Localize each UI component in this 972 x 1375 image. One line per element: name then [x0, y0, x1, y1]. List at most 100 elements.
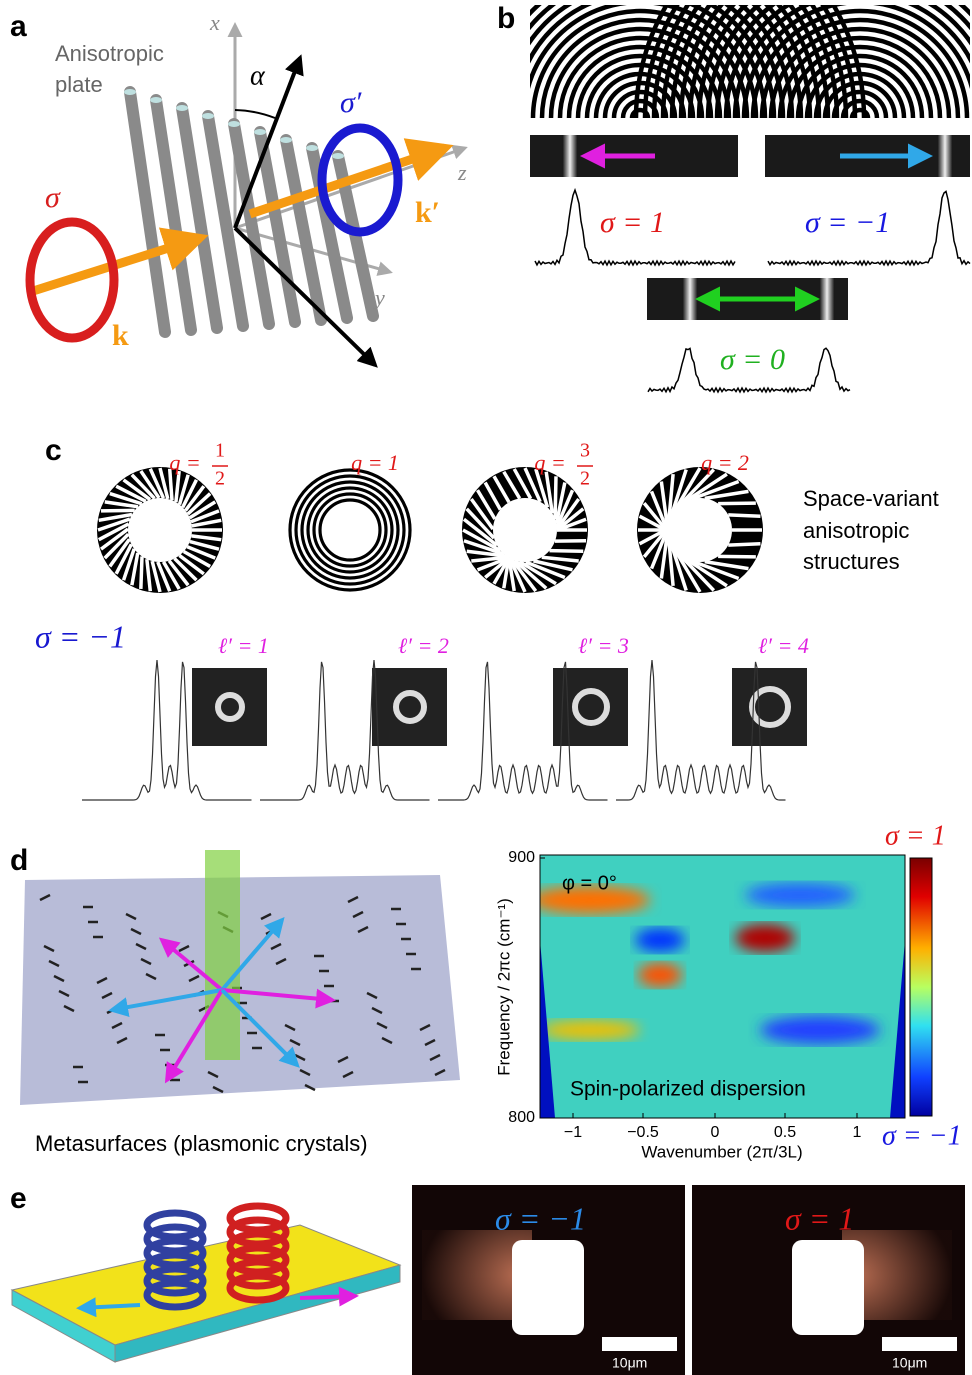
nanorod: [116, 1036, 128, 1045]
helix-turn: [226, 1216, 290, 1248]
caption: Metasurfaces (plasmonic crystals): [35, 1131, 368, 1156]
q-den: 2: [580, 468, 590, 490]
nanorod: [289, 1038, 301, 1047]
grating-ring: [566, 44, 714, 118]
mode-image: [192, 668, 267, 746]
nanorod: [284, 1023, 296, 1032]
nanorod: [43, 944, 55, 953]
nanorod: [63, 1004, 75, 1013]
rod-cap: [332, 153, 344, 159]
grating-ring: [804, 62, 916, 118]
structure-line: [649, 490, 670, 534]
q-label: q = 1: [351, 450, 399, 475]
sigma-label: σ = −1: [35, 618, 126, 654]
structure: [462, 467, 588, 593]
structure-ring: [288, 468, 412, 592]
beam-spot: [820, 278, 834, 320]
structure-line: [150, 560, 162, 593]
nanorod: [125, 912, 137, 921]
x-tick-label: 0: [711, 1124, 720, 1141]
structure-line: [471, 555, 509, 563]
structure-line: [145, 558, 153, 592]
axis-label: x: [209, 10, 220, 35]
structure-line: [666, 535, 688, 591]
structure-line: [114, 543, 133, 575]
map-feature: [638, 963, 682, 987]
nanorod: [376, 1021, 388, 1030]
sigma-in-ring: [25, 217, 119, 343]
structure-line: [512, 468, 533, 500]
rod-cap: [176, 105, 188, 111]
structure-hole: [668, 498, 732, 562]
structure-line: [189, 539, 220, 551]
nanorod: [337, 1055, 349, 1064]
mode-profile: [616, 659, 786, 801]
structure-line: [109, 491, 143, 506]
helix-turn: [143, 1237, 207, 1269]
mode-image: [732, 668, 807, 746]
structure-line: [462, 517, 499, 547]
structure: [97, 467, 223, 593]
structure-line: [97, 517, 131, 532]
rod-cap: [306, 145, 318, 151]
intensity-profile: [647, 347, 851, 394]
structure-line: [462, 528, 502, 553]
nanorod: [48, 959, 60, 968]
grating-ring: [557, 35, 723, 118]
structure-line: [98, 512, 133, 523]
spin-arrow: [76, 1297, 141, 1318]
structure-line: [507, 557, 516, 592]
structure-line: [718, 554, 756, 559]
structure-line: [533, 559, 573, 572]
helix-turn: [143, 1265, 207, 1297]
nanorod: [96, 976, 108, 985]
structure-line: [555, 497, 581, 531]
structure-line: [466, 549, 507, 558]
sigma-label: σ: [45, 181, 61, 214]
panel-label: c: [45, 434, 62, 467]
scale-bar: [882, 1337, 957, 1351]
structure-line: [177, 474, 190, 506]
grating-ring: [629, 107, 651, 118]
helix-turn: [226, 1230, 290, 1262]
q-label: q =: [534, 450, 565, 475]
mode-profile: [82, 659, 252, 801]
caption: anisotropic: [803, 518, 909, 543]
structure-spot: [512, 1240, 584, 1335]
structure-line: [549, 548, 584, 553]
grating-ring: [750, 8, 970, 118]
structure-line: [555, 489, 575, 528]
structure-line: [469, 497, 495, 531]
rod-cap: [228, 121, 240, 127]
y-axis-label: Frequency / 2πc (cm⁻¹): [494, 898, 513, 1076]
structure-line: [728, 542, 761, 547]
structure-line: [167, 559, 190, 587]
spin-arrow: [108, 988, 223, 1017]
sigma-label: σ = 1: [600, 206, 665, 239]
rod: [150, 94, 197, 336]
y-tick-label: 800: [508, 1109, 535, 1126]
helix-turn: [143, 1209, 207, 1241]
mode-profile: [260, 659, 430, 801]
structure: [637, 467, 763, 593]
nanorod: [212, 1085, 224, 1094]
structure-ring: [306, 486, 394, 574]
mode-label: ℓ′ = 4: [758, 633, 809, 658]
plate-label: plate: [55, 72, 103, 97]
mode-ring: [749, 686, 791, 728]
structure-line: [173, 557, 198, 582]
map-feature: [635, 928, 685, 952]
grating-ring: [548, 26, 732, 118]
phi-label: φ = 0°: [562, 872, 617, 894]
grating-ring: [539, 17, 741, 118]
structure-line: [704, 559, 749, 571]
nanorod: [299, 1068, 311, 1077]
structure-line: [130, 552, 140, 586]
nanorod: [366, 991, 378, 1000]
nanorod: [135, 942, 147, 951]
k-out-arrow: [248, 138, 454, 219]
structure-line: [510, 558, 538, 593]
scale-label: 10μm: [892, 1355, 927, 1371]
structure-line: [97, 522, 130, 542]
grating-ring: [584, 62, 696, 118]
